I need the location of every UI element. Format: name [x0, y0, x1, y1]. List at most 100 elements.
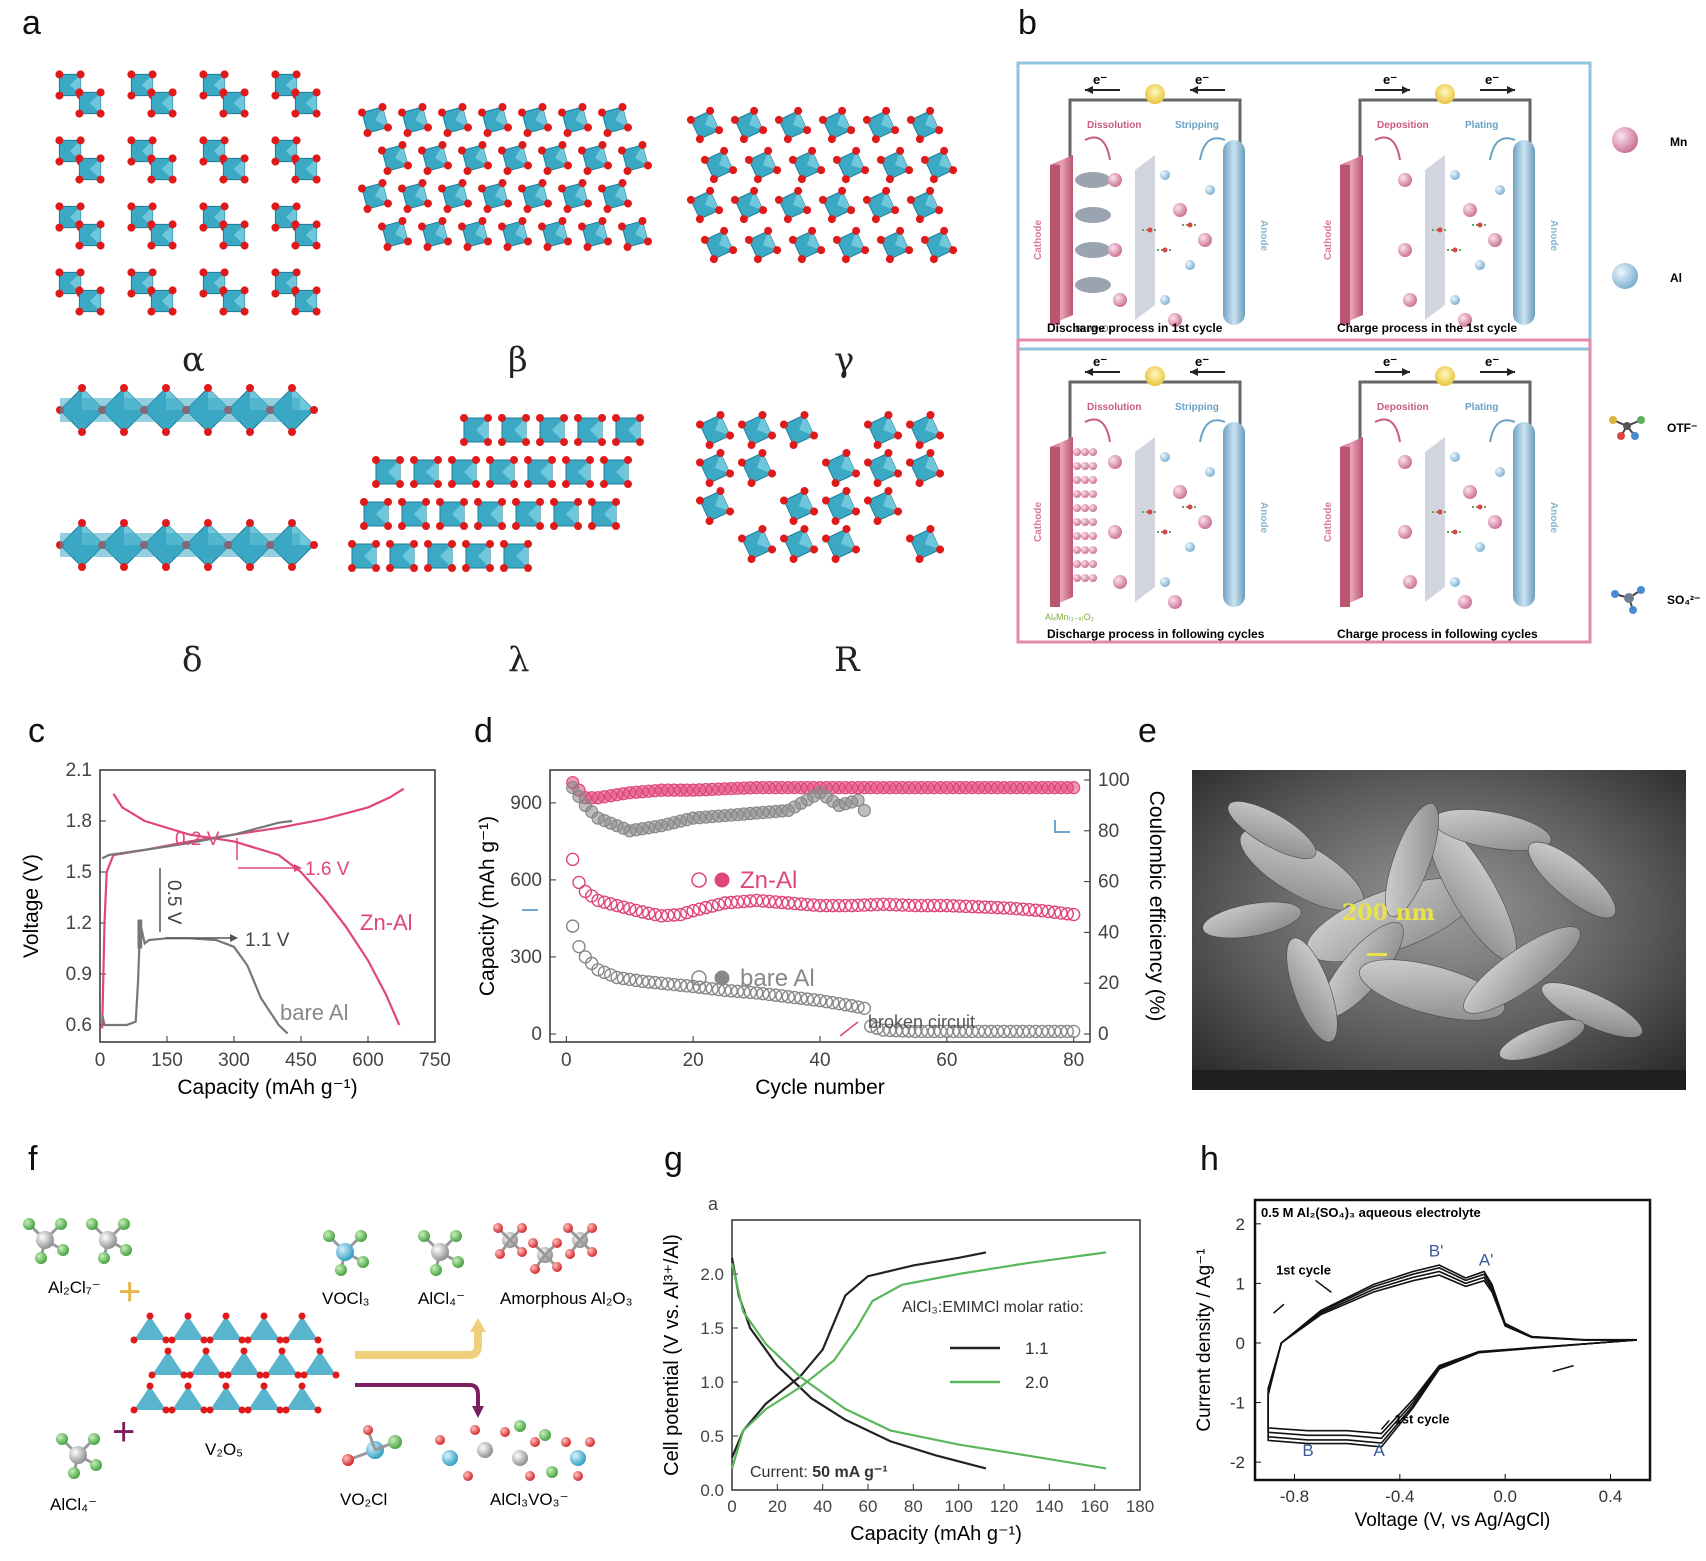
capacity-point-bare Al [648, 975, 662, 990]
legend-title: AlCl₃:EMIMCl molar ratio: [902, 1299, 1084, 1316]
x-tick-label: 0 [561, 1050, 572, 1071]
capacity-point-Zn-Al [610, 898, 624, 913]
x-axis-label: Capacity (mAh g⁻¹) [177, 1076, 357, 1099]
cathode-label: Cathode [1033, 220, 1044, 260]
capacity-point-Zn-Al [629, 903, 643, 918]
y-tick-label: 0.9 [66, 964, 92, 985]
capacity-point-bare Al [591, 963, 605, 977]
structure-r-label: R [834, 640, 860, 680]
capacity-point-bare Al [762, 987, 776, 1002]
capacity-point-bare Al [743, 985, 757, 1000]
capacity-point-bare Al [654, 976, 669, 990]
anode-label: Anode [1258, 220, 1269, 252]
light-bulb-icon [1435, 84, 1455, 104]
octahedron [409, 455, 443, 489]
y-tick-label: 0 [1236, 1334, 1245, 1353]
octahedron [549, 497, 583, 531]
capacity-point-Zn-Al [1047, 905, 1062, 919]
y-tick-label: 0.0 [700, 1481, 724, 1500]
capacity-point-bare Al [832, 996, 846, 1011]
cathode-label: Cathode [1323, 502, 1334, 542]
anode-electrode [1223, 140, 1245, 325]
octahedron [75, 154, 105, 184]
capacity-point-Zn-Al [565, 852, 580, 867]
capacity-point-bare Al [845, 999, 859, 1013]
octahedron [686, 186, 724, 224]
capacity-point-Zn-Al [1009, 901, 1024, 916]
capacity-point-bare Al [876, 1023, 891, 1037]
capacity-point-bare Al [705, 982, 719, 996]
x-tick-label: -0.4 [1385, 1487, 1414, 1506]
first-cycle-frame [1016, 61, 1592, 351]
capacity-point-bare Al [895, 1024, 910, 1038]
octahedron [418, 217, 452, 251]
y-axis-label: Current density / Ag⁻¹ [1194, 1248, 1215, 1431]
capacity-point-Zn-Al [876, 897, 891, 911]
octahedron [219, 154, 249, 184]
anode-process-label: Stripping [1175, 120, 1219, 131]
caption-charge-following: Charge process in following cycles [1337, 627, 1538, 641]
octahedron [147, 154, 177, 184]
electron-label: e⁻ [1485, 354, 1499, 369]
octahedron [686, 106, 724, 144]
legend-label-2.0: 2.0 [1025, 1373, 1049, 1392]
cycle-label-upper: 1st cycle [1276, 1262, 1331, 1277]
capacity-point-Zn-Al [978, 900, 992, 914]
capacity-point-Zn-Al [756, 894, 770, 908]
series-line-Zn-Al-discharge [112, 793, 401, 1026]
capacity-point-bare Al [737, 985, 751, 999]
capacity-point-bare Al [756, 986, 770, 1001]
capacity-point-bare Al [629, 973, 643, 988]
octahedron [695, 410, 735, 450]
capacity-point-Zn-Al [749, 893, 764, 908]
capacity-point-bare Al [680, 979, 694, 993]
panel-b-schematic: e⁻ e⁻ Cathode Anode Dissolution Stripping Bir-… [1016, 61, 1700, 644]
capacity-point-Zn-Al [1060, 907, 1075, 921]
capacity-point-Zn-Al [959, 899, 973, 914]
capacity-point-bare Al [806, 993, 821, 1007]
mn-legend-label: Mn [1670, 135, 1687, 149]
octahedron [558, 179, 592, 213]
separator [1425, 437, 1445, 602]
x-tick-label: 60 [859, 1497, 878, 1516]
octahedron [618, 217, 652, 251]
x-tick-label: 0 [95, 1050, 106, 1071]
y-axis-label: Voltage (V) [20, 854, 43, 958]
capacity-point-bare Al [623, 972, 637, 987]
capacity-point-Zn-Al [686, 904, 700, 918]
capacity-point-Zn-Al [895, 898, 910, 912]
octahedron [598, 179, 632, 213]
capacity-point-bare Al [565, 919, 580, 933]
series-line-bare Al-discharge [101, 922, 289, 1035]
broken-circuit-label: broken circuit [868, 1012, 975, 1032]
capacity-point-bare Al [699, 981, 713, 995]
capacity-point-Zn-Al [768, 895, 783, 909]
octahedron [291, 154, 321, 184]
octahedron [75, 286, 105, 316]
y-tick-label: 0.6 [66, 1015, 92, 1036]
f-label-v2o5: V₂O₅ [205, 1440, 243, 1459]
capacity-point-Zn-Al [806, 898, 821, 912]
following-cycles-frame [1016, 338, 1592, 644]
octahedron [478, 179, 512, 213]
ce-point-bare Al [851, 793, 865, 807]
octahedron [219, 88, 249, 118]
f-label-vocl3: VOCl₃ [322, 1289, 370, 1308]
f-label-alcl4-left: AlCl₄⁻ [50, 1495, 97, 1514]
x-tick-label: 40 [809, 1050, 830, 1071]
capacity-point-Zn-Al [889, 898, 903, 912]
octahedron [561, 455, 595, 489]
octahedron [478, 103, 512, 137]
x-tick-label: 180 [1126, 1497, 1154, 1516]
octahedron [818, 106, 856, 144]
f-label-vo2cl: VO₂Cl [340, 1490, 387, 1509]
anode-label: Anode [1548, 220, 1559, 252]
caption-discharge-following: Discharge process in following cycles [1047, 627, 1265, 641]
x-tick-label: 300 [218, 1050, 250, 1071]
octahedron [461, 539, 495, 573]
capacity-point-Zn-Al [952, 899, 967, 913]
octahedron [744, 226, 782, 264]
cathode-process-label: Dissolution [1087, 402, 1141, 413]
capacity-point-Zn-Al [654, 909, 669, 923]
capacity-point-Zn-Al [1054, 906, 1068, 920]
